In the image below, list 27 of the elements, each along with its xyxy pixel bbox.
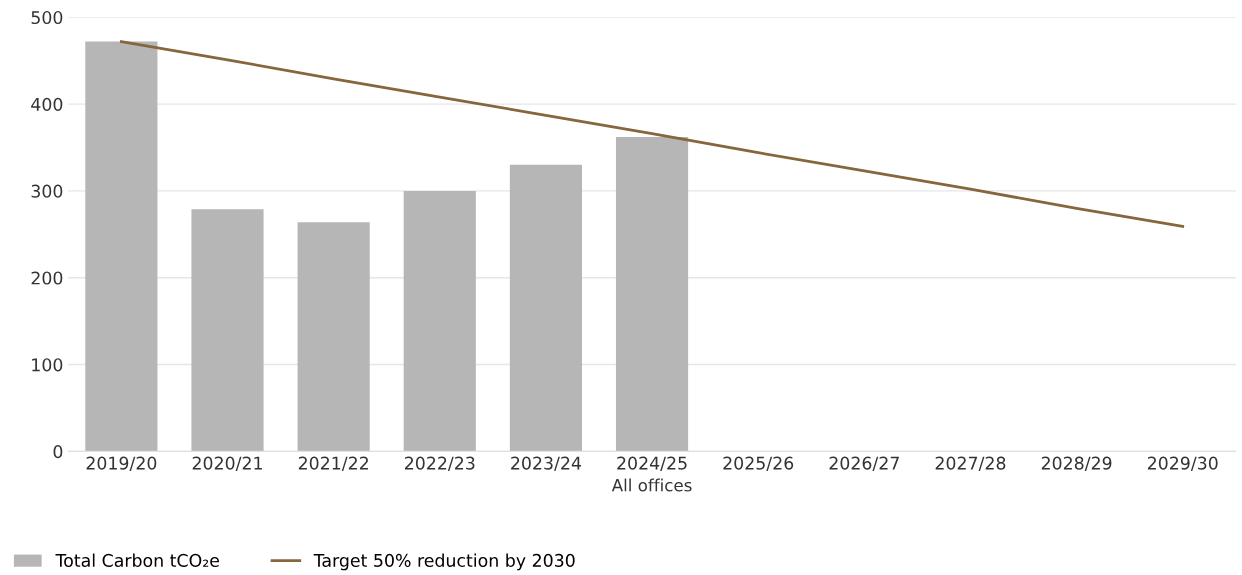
x-tick-label: 2027/28: [935, 456, 1006, 472]
bar: [191, 209, 264, 452]
x-tick-label: 2029/30: [1147, 456, 1218, 472]
line-series: [119, 40, 1185, 228]
x-tick-label: 2019/20: [86, 456, 157, 472]
bar: [403, 190, 476, 452]
bar: [509, 164, 582, 452]
x-tick-label: 2021/22: [298, 456, 368, 472]
x-tick-label: 2026/27: [829, 456, 899, 472]
x-tick-label: 2020/21: [192, 456, 262, 472]
legend-label: Total Carbon tCO₂e: [55, 553, 219, 567]
x-tick-label: 2024/25: [617, 456, 687, 472]
y-tick-label: 100: [32, 358, 63, 372]
bar: [615, 137, 689, 452]
legend-label: Target 50% reduction by 2030: [313, 553, 575, 571]
x-tick-label: 2023/24: [511, 456, 581, 472]
y-tick-label: 500: [31, 10, 63, 25]
x-axis-title: All offices: [611, 478, 692, 492]
y-tick-label: 300: [31, 184, 63, 198]
bar: [85, 41, 158, 452]
x-tick-label: 2022/23: [404, 456, 475, 472]
y-tick-label: 200: [31, 271, 63, 285]
bar: [297, 222, 370, 452]
x-tick-label: 2025/26: [723, 456, 794, 472]
x-tick-label: 2028/29: [1041, 456, 1112, 472]
y-tick-label: 0: [53, 445, 63, 459]
y-tick-label: 400: [31, 97, 63, 111]
